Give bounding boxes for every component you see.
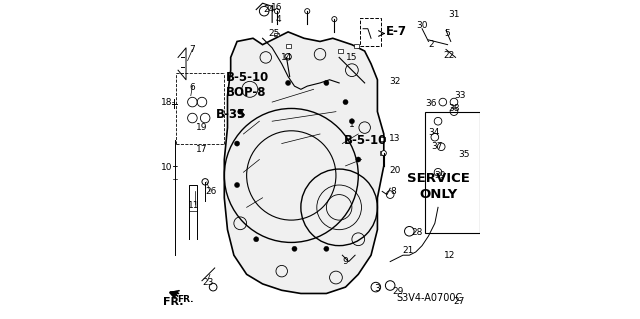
Text: 39: 39	[434, 171, 445, 180]
Text: B-5-10
BOP-8: B-5-10 BOP-8	[226, 70, 269, 99]
Text: 21: 21	[402, 246, 413, 255]
Text: 14: 14	[281, 53, 292, 62]
Circle shape	[324, 80, 329, 85]
Text: 13: 13	[389, 134, 401, 143]
Bar	[354, 44, 359, 48]
Text: 18: 18	[161, 98, 173, 107]
Bar	[275, 33, 280, 36]
Text: 22: 22	[444, 51, 455, 60]
Text: 2: 2	[429, 40, 435, 49]
Text: 12: 12	[444, 251, 455, 260]
Text: 9: 9	[342, 257, 348, 266]
Text: 11: 11	[188, 201, 200, 210]
Text: FR.: FR.	[177, 295, 193, 304]
Text: 8: 8	[390, 187, 396, 196]
Circle shape	[237, 109, 243, 114]
Text: S3V4-A0700C: S3V4-A0700C	[397, 293, 463, 303]
Text: 7: 7	[189, 45, 195, 54]
Text: 19: 19	[196, 123, 207, 132]
Circle shape	[253, 237, 259, 242]
Bar	[380, 151, 385, 155]
Text: E-7: E-7	[385, 26, 406, 38]
Circle shape	[343, 100, 348, 105]
Text: 1: 1	[349, 120, 355, 129]
Text: 29: 29	[392, 287, 404, 296]
Bar	[360, 18, 381, 46]
Text: 35: 35	[458, 150, 469, 159]
Bar	[425, 112, 479, 233]
Text: 34: 34	[429, 128, 440, 137]
Text: 30: 30	[417, 21, 428, 30]
Text: 5: 5	[445, 29, 451, 38]
Text: 38: 38	[448, 104, 460, 113]
Circle shape	[202, 179, 209, 185]
Circle shape	[324, 246, 329, 251]
Circle shape	[349, 119, 355, 124]
PathPatch shape	[224, 32, 384, 293]
Text: 23: 23	[202, 278, 213, 287]
Bar	[380, 137, 385, 141]
Circle shape	[234, 141, 239, 146]
Text: 6: 6	[189, 83, 195, 92]
Text: 25: 25	[268, 29, 280, 38]
Text: 37: 37	[431, 142, 443, 151]
Circle shape	[234, 182, 239, 188]
Text: 17: 17	[196, 145, 207, 154]
Text: 15: 15	[346, 53, 358, 62]
Text: 24: 24	[263, 5, 275, 14]
Circle shape	[381, 151, 387, 156]
Text: SERVICE
ONLY: SERVICE ONLY	[406, 172, 470, 201]
Text: 27: 27	[453, 297, 465, 306]
Text: 31: 31	[448, 10, 460, 19]
Circle shape	[332, 17, 337, 22]
Text: 33: 33	[454, 91, 466, 100]
Circle shape	[356, 157, 361, 162]
Text: 26: 26	[205, 187, 216, 196]
Text: 20: 20	[389, 166, 401, 175]
Text: 36: 36	[425, 99, 436, 108]
Text: 4: 4	[276, 15, 282, 24]
Text: 16: 16	[271, 4, 283, 12]
Text: FR.: FR.	[163, 297, 184, 307]
Text: 32: 32	[389, 77, 401, 86]
Text: B-5-10: B-5-10	[344, 134, 387, 147]
Circle shape	[292, 246, 297, 251]
Circle shape	[275, 9, 280, 14]
Text: 28: 28	[412, 228, 423, 237]
Circle shape	[209, 283, 217, 291]
Text: 10: 10	[161, 163, 173, 172]
Bar	[285, 44, 291, 48]
Text: B-35: B-35	[216, 108, 246, 121]
Circle shape	[285, 54, 291, 60]
Bar	[338, 49, 343, 53]
Text: 3: 3	[374, 284, 380, 293]
Circle shape	[285, 80, 291, 85]
Circle shape	[305, 9, 310, 14]
